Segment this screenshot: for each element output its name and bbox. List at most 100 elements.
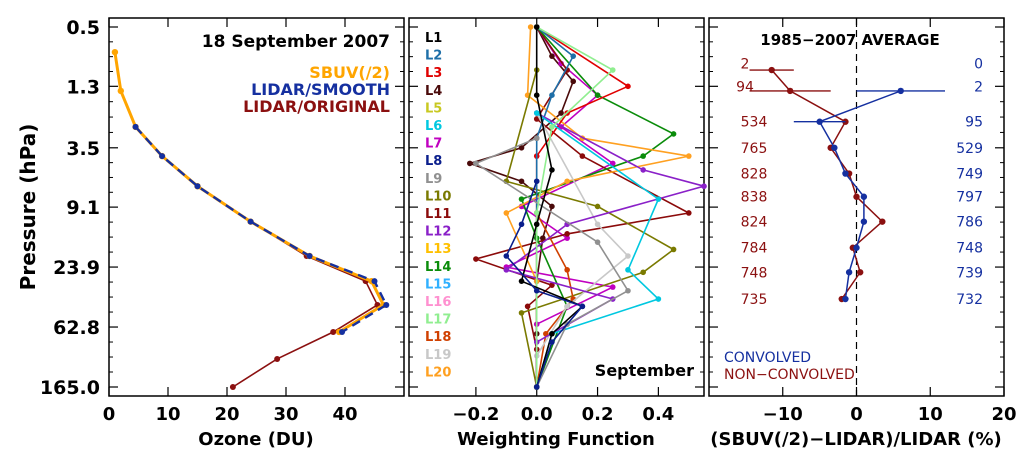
panel-ozone: 0 10 20 30 40 18 September 2007 SBUV(/2) LID… [103,18,404,450]
difference-x-axis-label: (SBUV(/2)−LIDAR)/LIDAR (%) [710,429,1001,450]
weighting-point [518,278,525,284]
y-tick-label: 3.5 [66,138,100,160]
weighting-point [518,196,525,202]
weighting-point [701,183,707,190]
panel-difference-frame [708,17,1005,397]
x-tick-label: 0.2 [582,404,614,425]
weighting-point [564,303,570,310]
weighting-point [549,339,555,345]
count-non-convolved: 2 [741,56,750,72]
weighting-point [467,160,473,167]
level-label: L19 [425,348,451,363]
y-tick-label: 62.8 [53,317,100,339]
level-label: L3 [425,66,442,81]
level-label: L8 [425,154,442,169]
sbuv-line [113,51,386,334]
weighting-point [503,210,510,216]
weighting-point [549,330,555,337]
y-tick-labels: 0.5 1.3 3.5 9.1 23.9 62.8 165.0 [40,17,100,399]
weighting-point [533,92,540,99]
weighting-point [518,221,525,228]
weighting-series [467,24,708,390]
lidar-smooth-point [339,328,346,335]
legend-lidar-smooth: LIDAR/SMOOTH [251,80,390,99]
weighting-point [533,116,540,122]
legend-lidar-original: LIDAR/ORIGINAL [243,97,390,116]
weighting-x-axis-label: Weighting Function [457,429,655,450]
weighting-line-l1 [520,27,584,388]
panel-difference: −10 0 10 20 2 94 534 765 828 838 824 784 748 735 0 2 95… [709,18,1016,450]
difference-axis-ticks: −10 0 10 20 [709,18,1016,425]
lidar-smooth-point [306,253,313,260]
lidar-smooth-line [134,126,388,334]
count-non-convolved: 765 [741,141,768,157]
lidar-smooth-point [159,153,166,160]
count-non-convolved: 748 [741,265,768,281]
weighting-point [543,330,549,337]
weighting-point [533,287,540,294]
weighting-point [549,124,555,130]
weighting-point [640,269,646,276]
weighting-point [594,239,601,245]
weighting-point [685,210,692,216]
weighting-point [564,178,570,185]
y-tick-label: 165.0 [40,377,100,399]
weighting-point [524,303,531,310]
y-tick-label: 9.1 [66,197,100,219]
level-label: L13 [425,242,451,257]
weighting-point [549,167,555,173]
count-convolved: 797 [956,190,983,206]
weighting-point [625,253,631,259]
lidar-smooth-point [194,183,201,190]
level-label: L12 [425,225,451,240]
x-tick-label: −0.2 [452,404,499,425]
weighting-point [609,284,616,290]
difference-point [786,87,794,95]
weighting-point [655,196,662,202]
weighting-point [670,246,677,253]
legend-non-convolved: NON−CONVOLVED [724,367,855,383]
weighting-point [670,131,677,137]
weighting-point [533,24,540,30]
legend-sbuv: SBUV(/2) [309,63,390,82]
weighting-point [527,24,534,30]
difference-point [856,269,864,276]
lidar-original-point [274,355,281,362]
difference-point [831,144,838,151]
level-label: L14 [425,260,451,275]
panel-weighting-frame [408,17,705,397]
level-label: L15 [425,277,451,292]
ozone-x-axis-label: Ozone (DU) [198,429,313,450]
weighting-point [518,144,525,151]
weighting-point [518,310,525,316]
count-convolved: 95 [965,115,983,131]
weighting-point [579,303,586,310]
weighting-point [503,267,510,273]
weighting-line-l20 [505,26,689,387]
level-label: L16 [425,295,451,310]
lidar-original-point [330,328,337,335]
level-label: L1 [425,31,442,46]
difference-point [860,193,868,200]
level-label: L9 [425,172,442,187]
weighting-point [579,153,586,159]
difference-point [897,87,904,95]
weighting-point [685,153,692,159]
weighting-point [564,267,570,273]
difference-point [842,170,849,177]
weighting-month-annotation: September [595,361,694,380]
difference-series [749,66,945,303]
difference-point [842,295,849,303]
weighting-point [533,178,540,185]
lidar-original-point [229,384,236,390]
ozone-panel-title: 18 September 2007 [202,32,390,52]
weighting-line-l10 [505,69,676,388]
x-tick-label: 0.4 [642,404,674,425]
level-labels: L1 L2 L3 L4 L5 L6 L7 L8 L9 L10 L11 L12 L13 L14 L15 L16 L… [425,31,451,380]
sbuv-point [111,48,119,56]
weighting-point [609,67,616,73]
weighting-point [640,153,646,159]
weighting-point [655,296,662,302]
weighting-point [570,78,577,85]
